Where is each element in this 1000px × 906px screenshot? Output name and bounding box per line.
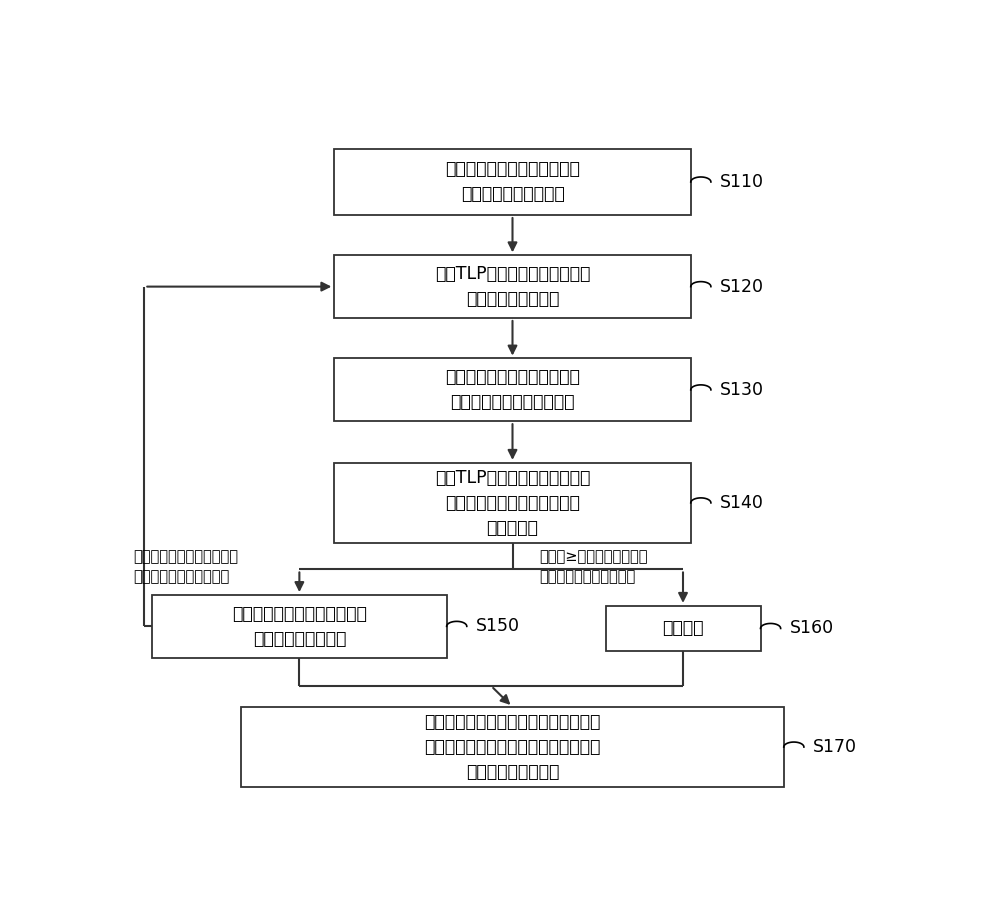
Text: S140: S140 <box>720 494 764 512</box>
Bar <box>334 359 691 421</box>
Bar <box>241 707 784 787</box>
Bar <box>334 149 691 215</box>
Bar <box>334 255 691 318</box>
Text: 漏电流≥预设阈值，或传输
线脉冲达到最大脉冲电压: 漏电流≥预设阈值，或传输 线脉冲达到最大脉冲电压 <box>540 550 648 584</box>
Text: 通过光发射显微镜采集待测电
子元器件的光学反射像: 通过光发射显微镜采集待测电 子元器件的光学反射像 <box>445 160 580 204</box>
Text: S130: S130 <box>720 381 764 399</box>
Text: S160: S160 <box>790 620 834 638</box>
Text: 通过TLP测试系统测量施加传输
线脉冲后待测电子元器件管脚
间的漏电流: 通过TLP测试系统测量施加传输 线脉冲后待测电子元器件管脚 间的漏电流 <box>435 469 590 537</box>
Bar <box>606 606 761 651</box>
Text: 漏电流＜预设阈值且传输线
脉冲未达到最大脉冲电压: 漏电流＜预设阈值且传输线 脉冲未达到最大脉冲电压 <box>133 550 238 584</box>
Text: 增加传输线脉冲的脉冲电压，
得到新的传输线脉冲: 增加传输线脉冲的脉冲电压， 得到新的传输线脉冲 <box>232 605 367 648</box>
Bar <box>152 595 447 658</box>
Text: 通过光发射显微镜采集传输线
脉冲放电过程的光发射图像: 通过光发射显微镜采集传输线 脉冲放电过程的光发射图像 <box>445 369 580 411</box>
Text: S120: S120 <box>720 277 764 295</box>
Bar <box>334 463 691 543</box>
Text: S110: S110 <box>720 173 764 191</box>
Text: 将采集的各光发射图像与所述光学反射
像叠加，定位所述待测电子元器件的静
电放电通道和损伤点: 将采集的各光发射图像与所述光学反射 像叠加，定位所述待测电子元器件的静 电放电通… <box>424 713 601 781</box>
Text: 结束测试: 结束测试 <box>662 620 704 638</box>
Text: S150: S150 <box>476 617 520 635</box>
Text: S170: S170 <box>813 738 857 756</box>
Text: 通过TLP测试系统施加传输线脉
冲到待测电子元器件: 通过TLP测试系统施加传输线脉 冲到待测电子元器件 <box>435 265 590 308</box>
